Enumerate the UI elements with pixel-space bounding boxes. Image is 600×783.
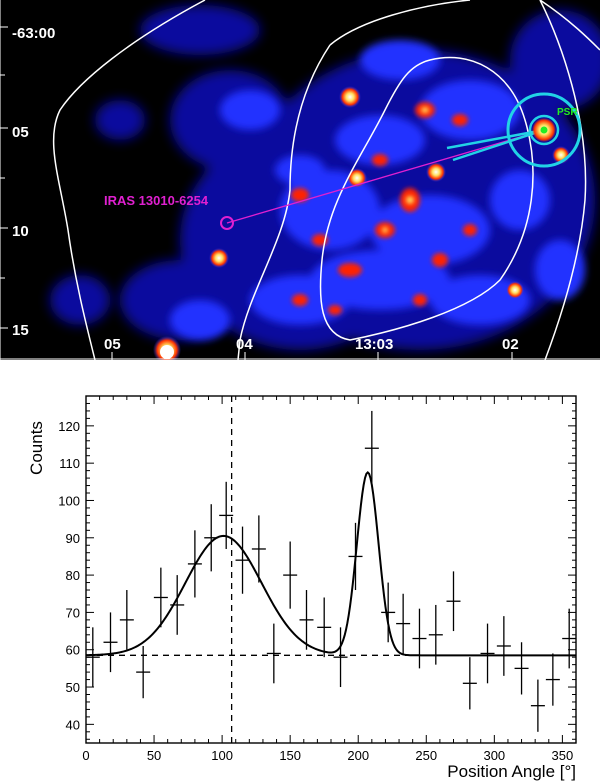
point-source bbox=[160, 345, 174, 359]
x-tick-label: 350 bbox=[552, 748, 574, 763]
pulsar-direction-line-1 bbox=[446, 128, 545, 150]
contour-outer-right bbox=[539, 0, 600, 51]
x-tick-label: 250 bbox=[415, 748, 437, 763]
x-tick-label: 300 bbox=[483, 748, 505, 763]
y-axis-label: Counts bbox=[27, 421, 46, 475]
data-point bbox=[381, 582, 396, 643]
contour-middle bbox=[237, 44, 331, 360]
contour-middle-top bbox=[329, 0, 471, 46]
y-tick-label: 110 bbox=[59, 456, 80, 471]
data-point bbox=[480, 623, 495, 684]
dec-label: 05 bbox=[12, 124, 29, 141]
dec-label: -63:00 bbox=[12, 25, 55, 42]
x-tick-label: 100 bbox=[211, 748, 233, 763]
y-tick-label: 90 bbox=[66, 531, 80, 546]
y-tick-label: 70 bbox=[66, 605, 80, 620]
pulsar-marker: PSR bbox=[446, 92, 582, 168]
data-point bbox=[428, 604, 443, 665]
image-frame-ticks bbox=[0, 0, 600, 360]
y-axis-ticks: 40 50 60 70 80 90 100 110 120 bbox=[58, 402, 576, 740]
x-axis-label: Position Angle [°] bbox=[447, 762, 576, 781]
data-points bbox=[85, 410, 577, 732]
reference-lines bbox=[86, 396, 576, 743]
pulsar-ring-outer bbox=[506, 92, 582, 168]
model-fit-curve bbox=[85, 470, 576, 657]
data-point bbox=[119, 590, 134, 650]
pulsar-direction-line-2 bbox=[452, 128, 545, 162]
y-tick-label: 100 bbox=[58, 493, 80, 508]
xray-image-panel: IRAS 13010-6254 PSR -63:00 05 10 15 05 0… bbox=[0, 0, 600, 360]
data-point bbox=[462, 657, 477, 710]
iras-marker: IRAS 13010-6254 bbox=[104, 129, 545, 230]
iras-circle bbox=[220, 216, 234, 230]
data-point bbox=[136, 645, 151, 699]
data-point bbox=[299, 590, 314, 650]
point-source bbox=[339, 86, 361, 108]
data-point bbox=[545, 653, 560, 706]
ra-label: 13:03 bbox=[355, 336, 393, 353]
data-point bbox=[153, 567, 168, 628]
data-point bbox=[235, 526, 250, 594]
point-source bbox=[506, 281, 524, 299]
data-point bbox=[103, 612, 118, 673]
plot-frame bbox=[85, 395, 577, 744]
ra-label: 02 bbox=[502, 336, 519, 353]
data-point bbox=[396, 593, 411, 654]
data-point bbox=[562, 608, 577, 669]
x-tick-label: 200 bbox=[347, 748, 369, 763]
data-point bbox=[219, 481, 234, 549]
y-tick-label: 40 bbox=[66, 717, 80, 732]
y-tick-label: 60 bbox=[66, 643, 80, 658]
y-tick-label: 120 bbox=[58, 419, 80, 434]
point-source bbox=[426, 162, 446, 182]
x-axis-ticks: 0 50 100 150 200 250 300 350 bbox=[82, 396, 577, 763]
psr-label: PSR bbox=[557, 107, 578, 118]
ra-label: 04 bbox=[236, 336, 253, 353]
radio-contours bbox=[52, 0, 600, 360]
position-angle-chart: 0 50 100 150 200 250 300 350 40 50 60 70 80 90 100 110… bbox=[27, 395, 577, 781]
data-point bbox=[446, 571, 461, 632]
x-tick-label: 0 bbox=[82, 748, 89, 763]
data-point bbox=[204, 504, 219, 572]
y-tick-label: 50 bbox=[66, 680, 80, 695]
data-point bbox=[85, 627, 100, 688]
data-point bbox=[412, 608, 427, 669]
ra-labels: 05 04 13:03 02 bbox=[104, 336, 519, 353]
data-point bbox=[317, 597, 332, 658]
data-point bbox=[496, 616, 511, 676]
data-point bbox=[530, 679, 545, 732]
x-tick-label: 150 bbox=[279, 748, 301, 763]
point-source bbox=[209, 248, 229, 268]
data-point bbox=[364, 410, 379, 486]
iras-connector-line bbox=[226, 129, 545, 224]
data-point bbox=[283, 541, 298, 609]
contour-inner bbox=[319, 56, 534, 341]
data-point bbox=[187, 530, 202, 598]
dec-label: 10 bbox=[12, 223, 29, 240]
x-tick-label: 50 bbox=[147, 748, 161, 763]
contour-outer bbox=[52, 0, 206, 360]
data-point bbox=[170, 575, 185, 635]
data-point bbox=[251, 515, 266, 583]
ra-label: 05 bbox=[104, 336, 121, 353]
data-point bbox=[266, 623, 281, 684]
y-tick-label: 80 bbox=[66, 568, 80, 583]
contour-middle-right bbox=[539, 0, 587, 360]
data-point bbox=[348, 522, 363, 591]
data-point bbox=[333, 627, 348, 688]
pulsar-ring-inner bbox=[528, 114, 560, 146]
dec-labels: -63:00 05 10 15 bbox=[12, 25, 55, 339]
dec-label: 15 bbox=[12, 322, 29, 339]
iras-label: IRAS 13010-6254 bbox=[104, 193, 209, 208]
pulsar-dot bbox=[540, 126, 548, 134]
data-point bbox=[514, 642, 529, 695]
